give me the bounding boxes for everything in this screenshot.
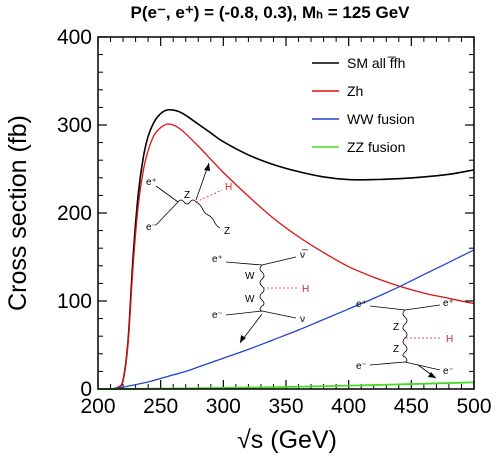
zh-feynman-diagram: e⁺ e⁻ Z Z H bbox=[146, 162, 232, 237]
x-tick-label: 300 bbox=[206, 395, 241, 418]
plot-frame bbox=[97, 36, 475, 390]
y-tick-label: 400 bbox=[57, 26, 92, 49]
zh-z2-label: Z bbox=[224, 226, 230, 237]
zh-eplus-label: e⁺ bbox=[146, 177, 157, 188]
legend-label-ww-fusion: WW fusion bbox=[347, 111, 415, 127]
ww-nubar-label: ν̅ bbox=[300, 249, 308, 261]
zz-feynman-diagram: e⁺ e⁻ e⁺ e⁻ Z Z H bbox=[356, 298, 454, 379]
ww-h-label: H bbox=[302, 284, 309, 295]
x-axis-label: √s (GeV) bbox=[237, 426, 337, 454]
ww-eminus-label: e⁻ bbox=[212, 310, 223, 321]
legend-label-zh: Zh bbox=[347, 83, 363, 99]
zz-h-label: H bbox=[446, 334, 453, 345]
y-tick-label: 300 bbox=[57, 114, 92, 137]
y-axis-label: Cross section (fb) bbox=[4, 115, 32, 311]
chart-title: P(e⁻, e⁺) = (-0.8, 0.3), Mₕ = 125 GeV bbox=[131, 3, 411, 22]
ww-feynman-diagram: e⁺ e⁻ ν̅ ν W W H bbox=[212, 249, 309, 344]
zh-h-label: H bbox=[225, 182, 232, 193]
legend-label-sm-all-ffh: SM all f̅fh bbox=[347, 55, 405, 71]
series-line-sm-all-ffh bbox=[112, 108, 475, 390]
x-tick-label: 400 bbox=[331, 395, 366, 418]
zz-eplus-label: e⁺ bbox=[356, 299, 367, 310]
y-tick-label: 0 bbox=[80, 378, 92, 401]
zz-eplus-out-label: e⁺ bbox=[443, 298, 454, 309]
legend-label-zz-fusion: ZZ fusion bbox=[347, 139, 405, 155]
zz-z1-label: Z bbox=[393, 322, 399, 333]
ww-nu-label: ν bbox=[300, 314, 305, 325]
ww-eplus-label: e⁺ bbox=[212, 254, 223, 265]
y-tick-label: 200 bbox=[57, 202, 92, 225]
zz-eminus-out-label: e⁻ bbox=[443, 366, 454, 377]
y-tick-label: 100 bbox=[57, 290, 92, 313]
series-layer bbox=[97, 108, 475, 390]
x-tick-label: 200 bbox=[80, 395, 115, 418]
series-line-ww-fusion bbox=[110, 249, 475, 390]
zh-z-label: Z bbox=[184, 190, 190, 201]
x-tick-label: 350 bbox=[268, 395, 303, 418]
x-tick-label: 250 bbox=[143, 395, 178, 418]
legend: SM all f̅fh Zh WW fusion ZZ fusion bbox=[312, 55, 415, 155]
ww-w1-label: W bbox=[245, 271, 255, 282]
zz-z2-label: Z bbox=[393, 344, 399, 355]
series-line-zh bbox=[112, 123, 475, 390]
zh-eminus-label: e⁻ bbox=[146, 222, 157, 233]
x-tick-label: 500 bbox=[456, 395, 491, 418]
x-axis: 200 250 300 350 400 450 500 bbox=[80, 37, 492, 418]
ww-w2-label: W bbox=[245, 294, 255, 305]
zz-eminus-label: e⁻ bbox=[356, 361, 367, 372]
x-tick-label: 450 bbox=[394, 395, 429, 418]
y-axis: 0 100 200 300 400 bbox=[57, 26, 474, 401]
